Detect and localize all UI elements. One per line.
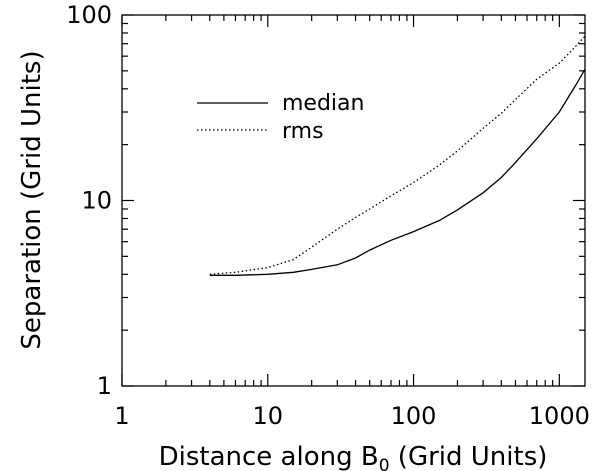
legend-rms-label: rms (282, 119, 324, 144)
x-tick-label: 100 (391, 402, 437, 430)
legend-median-label: median (282, 91, 364, 116)
x-axis-label-subscript: 0 (379, 456, 390, 471)
series-median-line (209, 68, 586, 276)
plot-frame (121, 14, 586, 387)
x-axis-ticks: 1 10 100 1000 (114, 15, 590, 430)
series-layer (209, 35, 586, 276)
y-tick-label: 10 (81, 187, 112, 215)
y-tick-label: 100 (66, 1, 112, 29)
legend: median rms (197, 91, 364, 144)
x-tick-label: 1 (114, 402, 129, 430)
y-axis-ticks: 1 10 100 (66, 1, 585, 400)
series-rms-line (209, 35, 586, 275)
x-tick-label: 10 (253, 402, 284, 430)
x-axis-label: Distance along B0 (Grid Units) (159, 442, 548, 471)
x-axis-label-main: Distance along B (159, 442, 379, 471)
y-axis-label: Separation (Grid Units) (17, 50, 47, 349)
x-axis-label-tail: (Grid Units) (390, 442, 548, 471)
y-tick-label: 1 (97, 372, 112, 400)
x-tick-label: 1000 (529, 402, 590, 430)
